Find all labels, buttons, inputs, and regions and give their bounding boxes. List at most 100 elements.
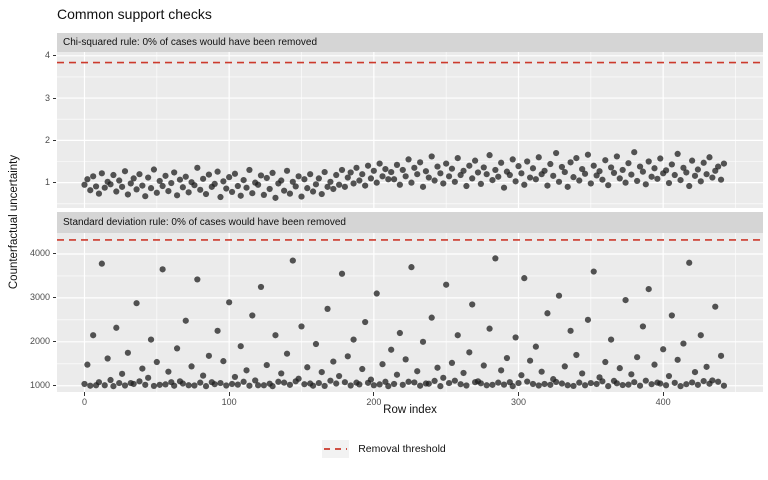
data-point [509,383,516,390]
data-point [367,175,375,182]
data-point [419,183,427,190]
data-point [694,166,701,173]
data-point [307,171,314,178]
data-point [107,376,114,384]
data-point [662,382,670,389]
data-point [553,378,560,386]
data-point [324,305,331,312]
data-point [437,170,444,177]
data-point [686,259,693,266]
data-point [622,179,629,186]
data-point [613,380,620,387]
data-point [443,160,450,167]
data-point [631,379,638,386]
data-point [579,166,586,173]
data-point [98,260,105,267]
data-point [87,187,94,194]
data-point [648,173,655,180]
data-point [119,370,126,377]
data-point [607,336,615,343]
x-tick-label: 400 [655,397,671,407]
panel-standard-deviation [57,233,763,392]
data-point [281,187,288,194]
data-point [469,175,476,182]
data-point [495,379,502,386]
data-point [518,372,525,379]
data-point [188,363,195,370]
data-point [150,382,158,390]
data-point [405,156,412,163]
data-point [553,149,560,157]
facet-strip-label: Standard deviation rule: 0% of cases wou… [63,217,346,228]
data-point [628,171,635,178]
data-point [156,177,163,185]
data-point [703,171,710,178]
data-point [95,379,103,386]
data-point [263,174,270,182]
data-point [399,381,406,388]
data-point [483,171,490,178]
data-point [443,281,450,288]
y-tick-label: 4 [44,50,50,61]
data-point [451,178,458,185]
data-point [356,177,363,184]
data-point [668,161,675,168]
data-point [417,382,424,389]
data-point [133,186,140,193]
data-point [185,189,192,196]
data-point [116,379,123,387]
data-point [309,188,317,195]
data-point [613,153,620,160]
data-point [90,173,97,180]
data-point [422,168,430,175]
facet-strip-standard-deviation: Standard deviation rule: 0% of cases wou… [57,212,763,233]
data-point [136,378,143,385]
data-point [662,167,670,174]
data-point [503,354,511,362]
legend-key-dashed-line [322,440,350,458]
data-point [110,383,117,390]
data-point [121,168,129,175]
data-point [610,169,618,177]
data-point [309,382,317,389]
data-point [388,346,395,353]
data-point [107,181,114,188]
data-point [292,183,299,190]
data-point [642,181,649,188]
data-point [677,176,684,184]
y-tick-mark [53,139,56,141]
data-point [492,166,499,174]
data-point [379,361,386,368]
data-point [95,190,103,197]
data-point [636,382,644,389]
data-point [460,369,467,377]
data-point [419,338,427,345]
data-point [480,362,487,369]
data-point [428,153,435,160]
y-tick-mark [53,253,56,255]
data-point [593,380,600,388]
data-point [506,171,513,179]
data-point [330,358,337,365]
data-point [278,370,285,377]
data-point [466,162,473,169]
y-tick-label: 1000 [29,380,50,391]
data-point [356,381,363,388]
data-point [341,183,348,190]
y-tick-mark [53,341,56,343]
data-point [130,380,137,388]
data-point [544,182,551,189]
data-point [84,361,91,368]
data-point [691,369,699,376]
data-point [434,163,441,170]
data-point [182,317,189,324]
data-point [720,382,728,389]
data-point [260,382,267,389]
data-point [584,316,592,323]
data-point [680,340,687,347]
data-point [362,318,369,326]
data-point [269,169,276,177]
data-point [275,378,282,385]
data-point [474,169,482,176]
data-point [87,382,94,389]
